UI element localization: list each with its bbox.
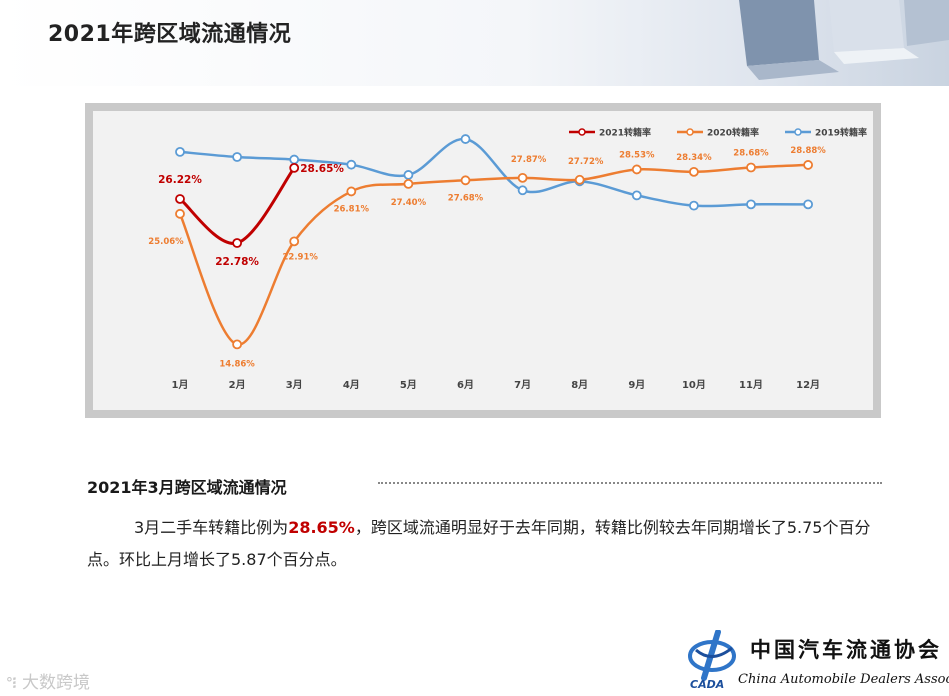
data-label: 22.78% xyxy=(215,256,259,268)
data-point xyxy=(574,174,585,185)
data-point xyxy=(746,199,756,210)
x-tick-label: 2月 xyxy=(229,379,246,391)
data-label: 28.65% xyxy=(300,163,344,175)
data-point xyxy=(746,162,756,173)
data-point xyxy=(460,134,471,144)
para-suffix: ，跨区域流通明显好于去年同期，转籍比例较去年同期增长了5.75个百分点。环比上月… xyxy=(87,518,871,569)
data-label: 27.40% xyxy=(391,198,427,208)
data-point xyxy=(346,159,357,170)
para-highlight-value: 28.65% xyxy=(288,518,355,537)
data-label: 27.68% xyxy=(448,193,484,203)
data-label: 22.91% xyxy=(282,252,318,262)
data-point xyxy=(689,166,699,177)
para-prefix: 3月二手车转籍比例为 xyxy=(134,518,289,537)
line-chart: 1月 2月 3月 4月 5月 6月 7月 8月 9月 10月 11月 12月 25.06% 14.86% 2… xyxy=(148,127,867,392)
legend-item: 2020转籍率 xyxy=(677,127,759,139)
data-label: 26.81% xyxy=(334,204,370,214)
data-point xyxy=(232,238,243,248)
logo-english-name: China Automobile Dealers Association xyxy=(738,672,949,687)
chart-area: 1月 2月 3月 4月 5月 6月 7月 8月 9月 10月 11月 12月 25.06% 14.86% 2… xyxy=(93,111,873,410)
logo-abbr: CADA xyxy=(690,678,724,690)
legend-marker xyxy=(794,128,802,136)
series-line-1 xyxy=(178,163,809,346)
data-point xyxy=(689,200,699,211)
x-tick-label: 1月 xyxy=(172,379,189,391)
watermark-label: 大数跨境 xyxy=(21,673,90,693)
x-tick-label: 6月 xyxy=(457,379,474,391)
data-point xyxy=(460,175,471,186)
data-point xyxy=(517,185,528,196)
data-label: 27.87% xyxy=(511,155,547,165)
watermark-text: ᐤ᎒ 大数跨境 xyxy=(6,668,90,694)
data-label: 25.06% xyxy=(148,237,184,247)
series-line-2 xyxy=(179,137,809,208)
cada-emblem-icon: CADA xyxy=(688,630,736,690)
data-point xyxy=(289,154,300,165)
data-point xyxy=(403,170,414,180)
data-point xyxy=(232,339,243,350)
data-label: 28.88% xyxy=(790,146,826,156)
summary-paragraph: 3月二手车转籍比例为28.65%，跨区域流通明显好于去年同期，转籍比例较去年同期… xyxy=(87,512,887,576)
data-point xyxy=(517,172,528,183)
page-title: 2021年跨区域流通情况 xyxy=(48,22,292,47)
data-label: 28.68% xyxy=(733,148,769,158)
chart-frame: 1月 2月 3月 4月 5月 6月 7月 8月 9月 10月 11月 12月 25.06% 14.86% 2… xyxy=(85,103,881,418)
x-tick-label: 4月 xyxy=(343,379,360,391)
legend-label: 2020转籍率 xyxy=(707,127,759,139)
x-tick-label: 7月 xyxy=(514,379,531,391)
association-logo: CADA 中国汽车流通协会 China Automobile Dealers A… xyxy=(688,630,949,692)
legend-label: 2019转籍率 xyxy=(815,127,867,139)
data-point xyxy=(289,236,300,247)
legend-marker xyxy=(686,128,694,136)
data-point xyxy=(175,146,185,157)
data-point xyxy=(631,164,642,175)
data-point xyxy=(175,208,185,219)
legend-label: 2021转籍率 xyxy=(599,127,651,139)
data-point xyxy=(803,160,813,170)
data-point xyxy=(631,190,642,201)
section-heading: 2021年3月跨区域流通情况 xyxy=(87,478,287,497)
data-label: 28.53% xyxy=(619,150,655,160)
data-label: 26.22% xyxy=(158,174,202,186)
data-label: 27.72% xyxy=(568,157,604,167)
header-cubes-image xyxy=(739,0,949,80)
logo-chinese-name: 中国汽车流通协会 xyxy=(750,637,942,662)
x-tick-label: 11月 xyxy=(739,379,763,391)
data-point xyxy=(175,194,185,204)
dotted-divider xyxy=(378,482,882,484)
x-tick-label: 3月 xyxy=(286,379,303,391)
legend-item: 2019转籍率 xyxy=(785,127,867,139)
x-tick-label: 12月 xyxy=(796,379,820,391)
data-label: 28.34% xyxy=(676,153,712,163)
data-point xyxy=(403,178,414,189)
data-point xyxy=(803,199,813,210)
x-tick-label: 8月 xyxy=(571,379,588,391)
watermark-icon: ᐤ᎒ xyxy=(6,673,22,693)
x-tick-label: 5月 xyxy=(400,379,417,391)
data-point xyxy=(232,152,243,162)
data-label: 14.86% xyxy=(219,359,255,369)
data-point xyxy=(346,186,357,197)
x-tick-label: 9月 xyxy=(628,379,645,391)
x-tick-label: 10月 xyxy=(682,379,706,391)
legend-marker xyxy=(578,128,586,136)
legend-item: 2021转籍率 xyxy=(569,127,651,139)
data-point xyxy=(289,162,300,173)
